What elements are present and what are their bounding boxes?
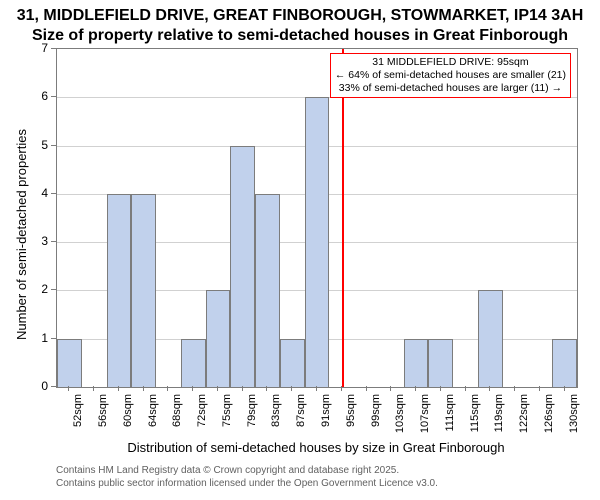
y-tick-label: 0 [30, 379, 48, 393]
y-axis-label: Number of semi-detached properties [14, 129, 29, 340]
x-tick [390, 386, 391, 391]
x-tick [167, 386, 168, 391]
y-tick-label: 2 [30, 282, 48, 296]
x-tick-label: 119sqm [493, 394, 505, 454]
x-tick [68, 386, 69, 391]
x-tick-label: 107sqm [419, 394, 431, 454]
x-tick [316, 386, 317, 391]
y-tick-label: 7 [30, 41, 48, 55]
title-line-2: Size of property relative to semi-detach… [0, 26, 600, 46]
x-tick-label: 115sqm [469, 394, 481, 454]
x-tick-label: 83sqm [270, 394, 282, 454]
x-tick-label: 95sqm [345, 394, 357, 454]
footer-attribution: Contains HM Land Registry data © Crown c… [56, 465, 438, 490]
histogram-bar [305, 97, 330, 387]
x-tick [514, 386, 515, 391]
x-tick [341, 386, 342, 391]
y-tick [51, 241, 56, 242]
x-tick-label: 68sqm [171, 394, 183, 454]
x-tick-label: 64sqm [147, 394, 159, 454]
footer-line-1: Contains HM Land Registry data © Crown c… [56, 465, 438, 478]
x-tick [266, 386, 267, 391]
histogram-bar [280, 339, 305, 387]
y-tick-label: 6 [30, 89, 48, 103]
title-line-1: 31, MIDDLEFIELD DRIVE, GREAT FINBOROUGH,… [0, 6, 600, 26]
histogram-bar [131, 194, 156, 387]
annotation-line-2: ← 64% of semi-detached houses are smalle… [335, 69, 566, 82]
histogram-bar [206, 290, 231, 387]
y-tick [51, 48, 56, 49]
x-tick-label: 79sqm [246, 394, 258, 454]
plot-area: 31 MIDDLEFIELD DRIVE: 95sqm← 64% of semi… [56, 48, 578, 388]
histogram-bar [552, 339, 577, 387]
x-tick [539, 386, 540, 391]
x-tick [465, 386, 466, 391]
x-tick-label: 111sqm [444, 394, 456, 454]
chart-container: 31, MIDDLEFIELD DRIVE, GREAT FINBOROUGH,… [0, 0, 600, 500]
x-tick-label: 56sqm [97, 394, 109, 454]
histogram-bar [404, 339, 429, 387]
y-tick [51, 145, 56, 146]
x-tick-label: 99sqm [370, 394, 382, 454]
x-tick [93, 386, 94, 391]
x-tick [118, 386, 119, 391]
x-tick-label: 126sqm [543, 394, 555, 454]
y-tick [51, 289, 56, 290]
histogram-bar [255, 194, 280, 387]
histogram-bar [57, 339, 82, 387]
y-tick-label: 4 [30, 186, 48, 200]
x-tick-label: 52sqm [72, 394, 84, 454]
footer-line-2: Contains public sector information licen… [56, 478, 438, 491]
x-tick-label: 60sqm [122, 394, 134, 454]
annotation-line-3: 33% of semi-detached houses are larger (… [335, 82, 566, 95]
x-tick [291, 386, 292, 391]
x-tick-label: 130sqm [568, 394, 580, 454]
chart-title: 31, MIDDLEFIELD DRIVE, GREAT FINBOROUGH,… [0, 0, 600, 46]
x-tick [242, 386, 243, 391]
annotation-line-1: 31 MIDDLEFIELD DRIVE: 95sqm [335, 56, 566, 69]
x-tick [192, 386, 193, 391]
y-tick-label: 3 [30, 234, 48, 248]
x-tick [564, 386, 565, 391]
histogram-bar [478, 290, 503, 387]
x-tick [489, 386, 490, 391]
x-tick [415, 386, 416, 391]
y-tick [51, 338, 56, 339]
y-tick-label: 5 [30, 138, 48, 152]
x-tick-label: 87sqm [295, 394, 307, 454]
x-tick-label: 72sqm [196, 394, 208, 454]
x-tick-label: 75sqm [221, 394, 233, 454]
x-tick [366, 386, 367, 391]
histogram-bar [230, 146, 255, 387]
x-tick-label: 103sqm [394, 394, 406, 454]
histogram-bar [428, 339, 453, 387]
y-tick [51, 193, 56, 194]
y-tick-label: 1 [30, 331, 48, 345]
x-tick [440, 386, 441, 391]
x-tick-label: 122sqm [518, 394, 530, 454]
x-tick [143, 386, 144, 391]
histogram-bar [107, 194, 132, 387]
y-tick [51, 386, 56, 387]
x-tick-label: 91sqm [320, 394, 332, 454]
histogram-bar [181, 339, 206, 387]
reference-line [342, 49, 344, 387]
x-tick [217, 386, 218, 391]
annotation-box: 31 MIDDLEFIELD DRIVE: 95sqm← 64% of semi… [330, 53, 571, 98]
y-tick [51, 96, 56, 97]
